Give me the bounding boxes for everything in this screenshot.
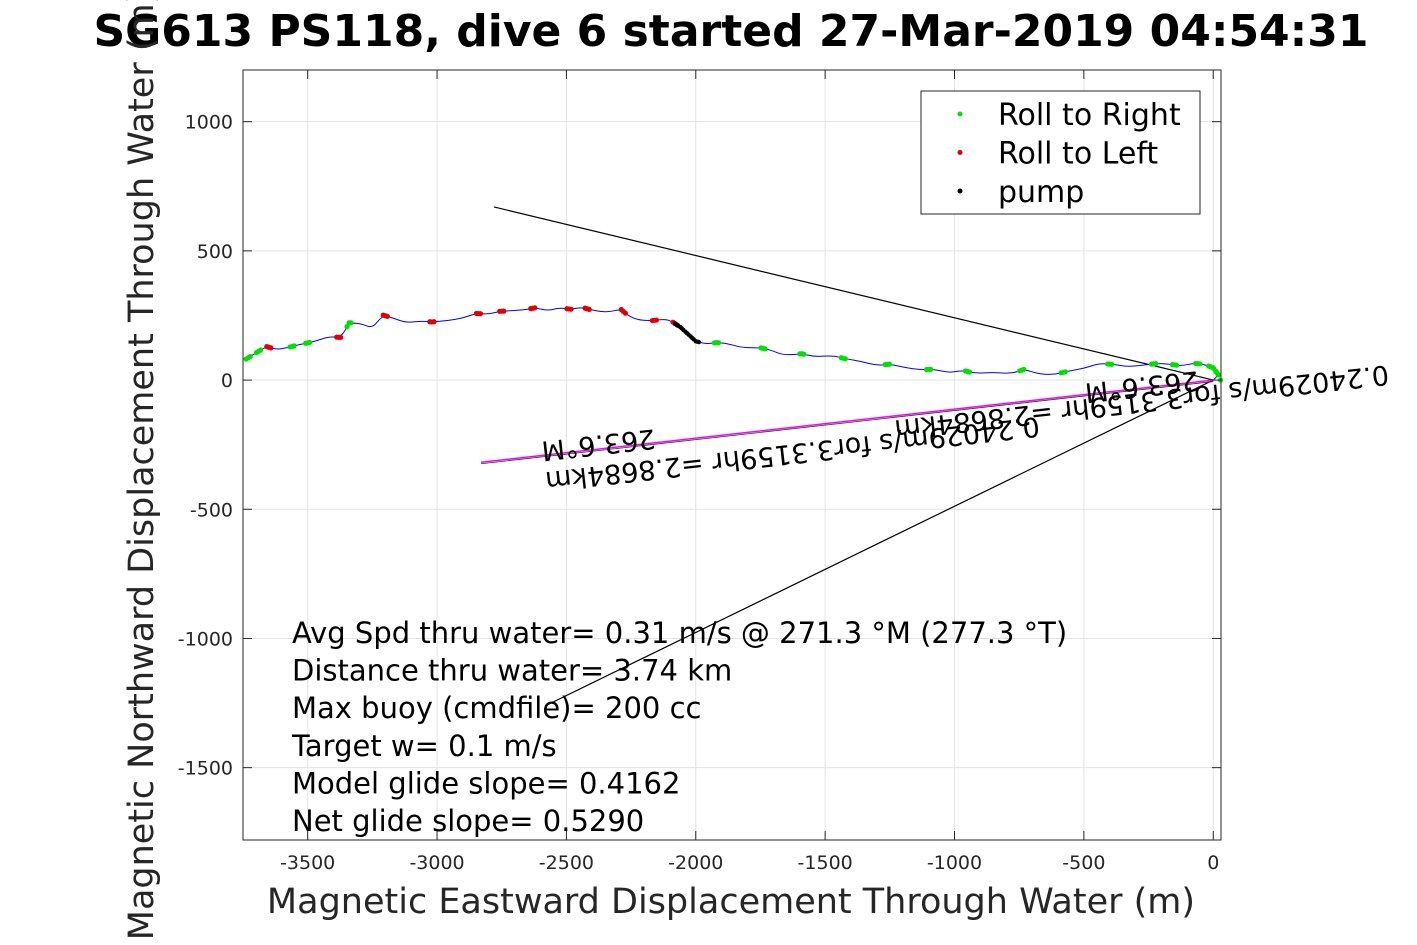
x-tick-label: -3000 <box>409 852 464 874</box>
stat-line: Distance thru water= 3.74 km <box>292 654 732 688</box>
y-tick-label: -1500 <box>178 758 233 780</box>
y-tick-label: 0 <box>221 370 233 392</box>
stat-line: Model glide slope= 0.4162 <box>292 766 680 800</box>
roll-right-marker <box>307 339 313 346</box>
stat-line: Target w= 0.1 m/s <box>291 729 557 763</box>
roll-left-marker <box>268 345 274 351</box>
x-tick-label: -1500 <box>798 852 853 874</box>
x-tick-label: 0 <box>1207 852 1219 874</box>
roll-right-marker <box>928 366 934 372</box>
roll-left-marker <box>501 308 507 314</box>
y-tick-label: 1000 <box>185 112 233 134</box>
legend-marker <box>957 111 963 117</box>
x-tick-label: -3500 <box>280 852 335 874</box>
x-tick-label: -1000 <box>927 852 982 874</box>
legend-label: pump <box>998 175 1084 210</box>
roll-right-marker <box>762 346 768 352</box>
y-tick-label: -1000 <box>178 628 233 650</box>
roll-left-marker <box>568 306 574 312</box>
roll-right-marker <box>344 324 350 330</box>
pump-marker <box>696 339 702 345</box>
roll-right-marker <box>1197 361 1203 367</box>
grid <box>243 70 1221 840</box>
roll-right-marker <box>1173 362 1180 368</box>
legend-marker <box>957 188 963 194</box>
legend-label: Roll to Left <box>998 137 1158 172</box>
roll-left-marker <box>338 334 344 341</box>
x-axis-label: Magnetic Eastward Displacement Through W… <box>267 882 1195 922</box>
roll-left-marker <box>622 310 629 316</box>
legend-label: Roll to Right <box>998 98 1181 133</box>
roll-left-marker <box>653 317 660 323</box>
roll-right-marker <box>1109 361 1115 367</box>
chart-title: SG613 PS118, dive 6 started 27-Mar-2019 … <box>93 6 1368 57</box>
stat-line: Max buoy (cmdfile)= 200 cc <box>292 691 701 725</box>
legend-marker <box>957 150 963 155</box>
roll-right-marker <box>1062 369 1068 375</box>
legend-box <box>920 90 1201 215</box>
roll-right-marker <box>715 340 722 346</box>
x-tick-label: -2000 <box>668 852 723 874</box>
roll-left-marker <box>477 311 484 317</box>
roll-right-marker <box>886 361 892 367</box>
current-line <box>480 379 1214 463</box>
y-axis-label: Magnetic Northward Displacement Through … <box>122 0 162 940</box>
ticks: -3500 -3000 -2500 -2000 -1500 -1000 -500 0 -1500… <box>178 70 1221 874</box>
x-tick-label: -500 <box>1062 852 1105 874</box>
roll-right-marker <box>966 369 973 375</box>
y-tick-label: -500 <box>190 499 233 521</box>
roll-right-marker <box>1215 372 1222 378</box>
roll-right-marker <box>348 320 354 326</box>
stat-line: Avg Spd thru water= 0.31 m/s @ 271.3 °M … <box>292 616 1067 650</box>
y-tick-label: 500 <box>197 241 233 263</box>
roll-right-marker <box>1153 361 1159 367</box>
roll-right-marker <box>842 356 848 362</box>
roll-left-marker <box>532 305 538 311</box>
roll-right-marker <box>247 353 253 360</box>
markers <box>243 305 1224 383</box>
stat-line: Net glide slope= 0.5290 <box>292 804 644 838</box>
roll-left-marker <box>586 306 592 312</box>
roll-left-marker <box>431 319 437 325</box>
roll-right-marker <box>257 347 264 353</box>
x-tick-label: -2500 <box>539 852 594 874</box>
current-line-shadow <box>480 381 1214 465</box>
roll-left-marker <box>384 313 390 319</box>
roll-right-marker <box>1021 366 1027 372</box>
roll-right-marker <box>291 343 297 349</box>
plot-frame <box>242 69 1222 841</box>
stats-block: Avg Spd thru water= 0.31 m/s @ 271.3 °M … <box>291 616 1067 838</box>
roll-right-marker <box>801 351 807 357</box>
